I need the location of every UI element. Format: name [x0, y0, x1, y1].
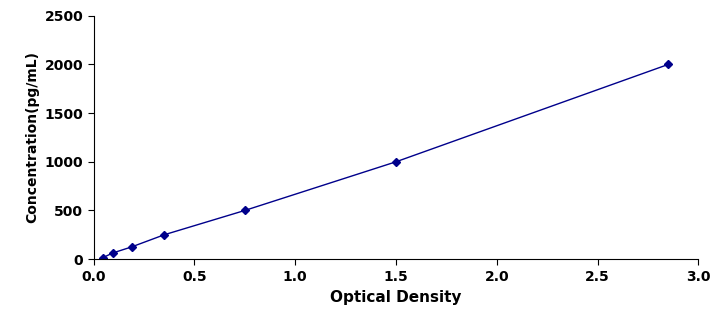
X-axis label: Optical Density: Optical Density [330, 290, 462, 306]
Y-axis label: Concentration(pg/mL): Concentration(pg/mL) [25, 52, 39, 223]
